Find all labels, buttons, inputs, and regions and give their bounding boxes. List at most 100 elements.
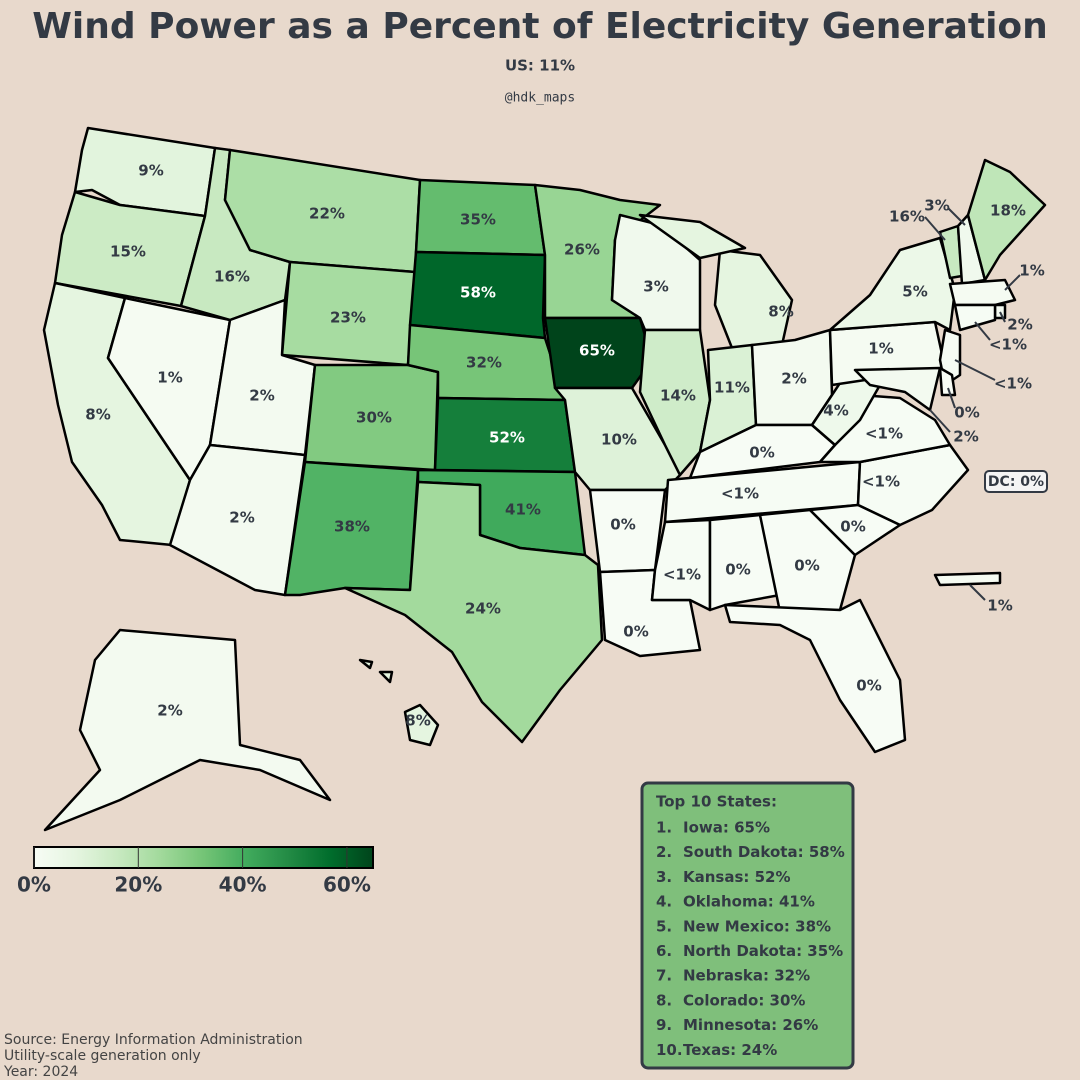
leader (947, 387, 956, 409)
top10-rank: 4. (656, 893, 672, 911)
top10-box (640, 781, 855, 1070)
state (808, 503, 902, 557)
state-label: 15% (110, 243, 146, 261)
state-label: <1% (862, 473, 900, 491)
state-label: 1% (868, 340, 893, 358)
state-label: 65% (579, 342, 615, 360)
top10-item: Kansas: 52% (683, 868, 791, 886)
state (713, 248, 794, 350)
state-label: 32% (466, 354, 502, 372)
state (993, 303, 1007, 320)
top10-item: Texas: 24% (683, 1041, 777, 1059)
leader (1004, 274, 1021, 291)
state-label: 14% (660, 387, 696, 405)
top10-list: 1. Iowa: 65% 2. South Dakota: 58% 3. Kansas: … (656, 819, 845, 1059)
leader-lines (924, 207, 1021, 601)
state-label: 16% (889, 208, 925, 226)
state-label: 0% (954, 404, 979, 422)
state (966, 158, 1047, 282)
state-label: <1% (721, 485, 759, 503)
colorbar-tick-label: 60% (323, 873, 371, 897)
leader (969, 584, 986, 601)
state (708, 513, 782, 612)
top10-item: South Dakota: 58% (683, 843, 845, 861)
state-label: 26% (564, 241, 600, 259)
note: Source: Energy Information Administratio… (4, 1032, 303, 1048)
state-label: <1% (989, 336, 1027, 354)
subtitle: US: 11% (505, 57, 575, 75)
state-label: 11% (714, 379, 750, 397)
title: Wind Power as a Percent of Electricity G… (32, 6, 1048, 47)
state-label: 16% (214, 268, 250, 286)
state-label: 0% (725, 561, 750, 579)
top10-item: North Dakota: 35% (683, 942, 843, 960)
state-label: 0% (749, 444, 774, 462)
dc-label: DC: 0% (988, 474, 1044, 490)
colorbar (33, 846, 374, 869)
state-label: <1% (663, 566, 701, 584)
state-labels: 9% 15% 8% 1% 16% 22% 23% 2% 2% 30% 38% 35% 58% 32% 52%… (85, 162, 1044, 730)
leader (974, 321, 991, 341)
state-label: 3% (643, 278, 668, 296)
colorbar-tick-label: 20% (114, 873, 162, 897)
state (938, 366, 957, 397)
credit: @hdk_maps (505, 91, 575, 106)
state-label: 9% (138, 162, 163, 180)
top10-rank: 7. (656, 967, 672, 985)
top10-item: Nebraska: 32% (683, 967, 810, 985)
top10-rank: 6. (656, 942, 672, 960)
state-label: 0% (610, 516, 635, 534)
state-label: 2% (1007, 316, 1032, 334)
state (948, 278, 1017, 307)
state (638, 213, 747, 260)
state-label: 1% (1019, 262, 1044, 280)
state-label: 41% (505, 501, 541, 519)
top10-rank: 3. (656, 868, 672, 886)
state-label: 18% (990, 202, 1026, 220)
state (43, 628, 332, 832)
leader (929, 409, 951, 433)
state-label: 5% (902, 283, 927, 301)
state-label: 0% (856, 677, 881, 695)
top10-item: Oklahoma: 41% (683, 893, 815, 911)
top10-rank: 10. (656, 1041, 683, 1059)
state-label: 22% (309, 205, 345, 223)
state (358, 658, 374, 670)
colorbar-tick-label: 0% (17, 873, 51, 897)
state-label: 24% (465, 600, 501, 618)
leader (924, 216, 946, 241)
top10-title: Top 10 States: (656, 793, 777, 811)
state-label: 38% (334, 518, 370, 536)
top10-item: Iowa: 65% (683, 819, 770, 837)
state-label: 8% (85, 406, 110, 424)
state-label: 2% (157, 702, 182, 720)
state-label: 2% (781, 370, 806, 388)
note: Utility-scale generation only (4, 1048, 201, 1064)
state-label: 8% (405, 712, 430, 730)
leader (947, 207, 966, 226)
state-label: 30% (356, 409, 392, 427)
state-label: 2% (229, 509, 254, 527)
state (828, 236, 957, 332)
state (408, 250, 547, 340)
colorbar-tick-label: 40% (219, 873, 267, 897)
state (853, 366, 942, 412)
state-label: 58% (460, 284, 496, 302)
state-label: 0% (794, 557, 819, 575)
top10-rank: 1. (656, 819, 672, 837)
state-label: 3% (924, 197, 949, 215)
states (42, 126, 1047, 832)
state (378, 670, 394, 684)
state (343, 480, 604, 744)
state (953, 303, 997, 332)
state (403, 703, 440, 747)
top10-item: New Mexico: 38% (683, 917, 831, 935)
state-label: 23% (330, 309, 366, 327)
top10-rank: 8. (656, 991, 672, 1009)
state-label: 8% (768, 303, 793, 321)
state (723, 598, 907, 754)
state-label: 52% (489, 429, 525, 447)
state-label: 2% (953, 428, 978, 446)
dc-box (984, 470, 1048, 493)
